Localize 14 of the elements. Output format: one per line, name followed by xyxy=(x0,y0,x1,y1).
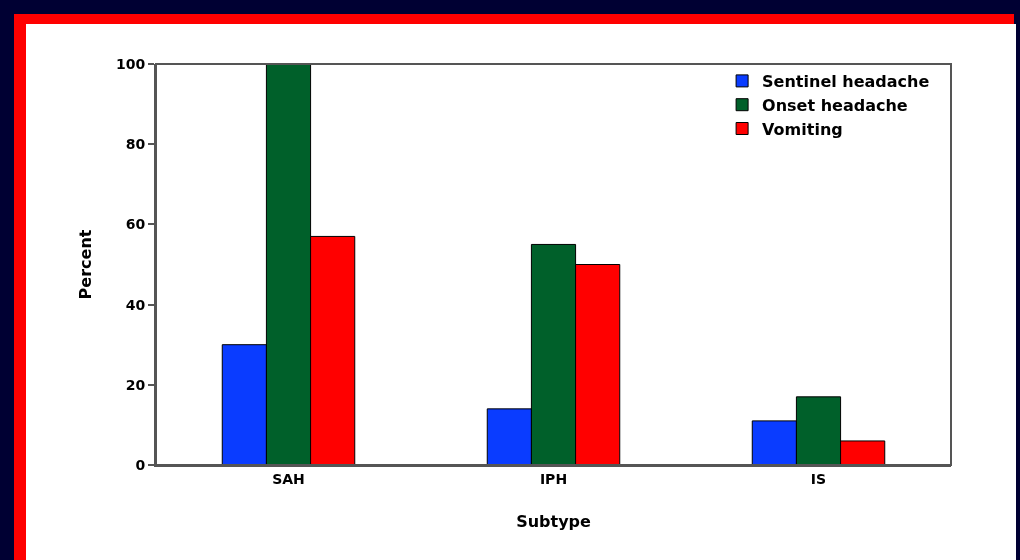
legend-label: Onset headache xyxy=(762,95,908,115)
x-tick-label: SAH xyxy=(272,470,305,487)
x-axis-title: Subtype xyxy=(516,512,592,531)
legend-label: Sentinel headache xyxy=(762,72,930,92)
x-tick-label: IPH xyxy=(539,470,568,487)
y-tick-label: 100 xyxy=(115,55,146,72)
y-axis-title: Percent xyxy=(76,229,96,300)
y-tick-label: 20 xyxy=(125,376,146,393)
x-tick-label: IS xyxy=(810,470,827,487)
y-tick-label: 60 xyxy=(125,216,146,233)
legend-label: Vomiting xyxy=(762,119,843,139)
y-tick-label: 0 xyxy=(135,456,146,473)
y-tick-label: 40 xyxy=(125,296,146,313)
y-tick-label: 80 xyxy=(125,136,146,153)
